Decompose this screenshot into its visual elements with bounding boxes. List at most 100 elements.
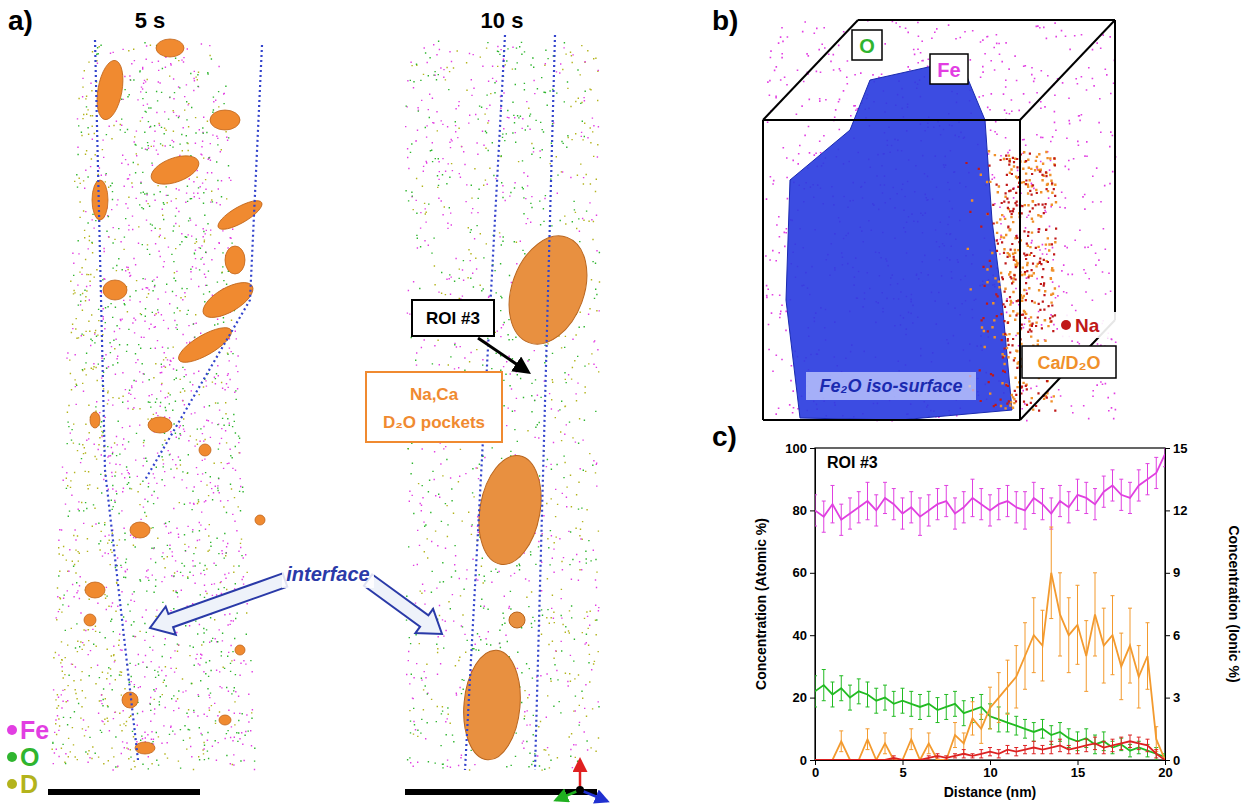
y-axis-tick-mark <box>810 635 815 636</box>
y2-axis-tick-label: 0 <box>1173 753 1180 768</box>
y-axis-tick: 40 <box>793 628 815 643</box>
panel-letter: c) <box>712 421 737 452</box>
interface-arrow <box>364 574 442 634</box>
iso-label: Fe₂O iso-surface <box>820 376 963 396</box>
legend-swatch <box>7 752 17 762</box>
y2-axis-tick-label: 3 <box>1173 690 1180 705</box>
x-axis-tick: 10 <box>983 760 997 780</box>
interface-label: interface <box>286 563 369 585</box>
x-axis-tick-label: 20 <box>1158 765 1172 780</box>
x-axis: 0 5 10 15 20 <box>812 760 1173 780</box>
roi-arrow <box>478 338 528 372</box>
x-axis-tick: 15 <box>1071 760 1085 780</box>
series-line <box>815 741 1165 760</box>
pocket <box>135 742 155 754</box>
cube-edge <box>762 120 764 420</box>
panel-time: 10 s <box>481 8 524 33</box>
y2-axis-tick: 9 <box>1165 565 1180 580</box>
pocket <box>85 582 105 598</box>
x-axis-tick: 5 <box>899 760 906 780</box>
pocket <box>225 246 245 274</box>
y-axis-tick: 80 <box>793 503 815 518</box>
y-axis-tick-label: 100 <box>785 441 807 456</box>
panel-a: a)5 s10 sROI #3Na,CaD₂O pocketsinterface… <box>7 5 607 801</box>
cube-edge <box>763 20 858 120</box>
pocket <box>174 321 236 368</box>
pocket <box>509 612 525 628</box>
pocket <box>90 412 100 428</box>
legend-swatch <box>7 725 17 735</box>
pocket <box>84 614 96 626</box>
error-bars <box>815 670 1165 760</box>
pocket <box>93 58 127 121</box>
cube-edge <box>1114 20 1116 320</box>
y-axis-tick-mark <box>810 573 815 574</box>
cube-edge <box>1019 120 1021 420</box>
y2-axis-title: Concentration (Ionic %) <box>1226 525 1242 682</box>
error-bars <box>815 448 1165 535</box>
pocket <box>471 451 549 570</box>
plot-frame <box>815 448 1165 760</box>
iso-surface <box>786 60 1012 420</box>
y2-axis-tick-mark <box>1165 448 1170 449</box>
x-axis-title: Distance (nm) <box>944 784 1037 800</box>
y-axis-tick-mark <box>810 510 815 511</box>
pocket <box>199 444 211 456</box>
y2-axis-tick-mark <box>1165 760 1170 761</box>
y2-axis-tick: 12 <box>1165 503 1187 518</box>
legend-swatch <box>1061 320 1071 330</box>
element-label: Ca/D₂O <box>1037 353 1100 373</box>
x-axis-tick-label: 5 <box>899 765 906 780</box>
series-line <box>815 454 1165 520</box>
y2-axis-tick: 6 <box>1165 628 1180 643</box>
pocket <box>147 150 202 190</box>
y2-axis-tick-mark <box>1165 510 1170 511</box>
pocket <box>148 417 172 433</box>
legend-label: Fe <box>20 716 49 744</box>
label-patch <box>806 372 976 400</box>
legend-label: D <box>20 770 38 798</box>
cube-edge <box>763 119 1020 121</box>
legend-swatch <box>7 779 17 789</box>
y-axis-tick-label: 20 <box>793 690 807 705</box>
y-axis-tick-label: 60 <box>793 565 807 580</box>
figure: a)5 s10 sROI #3Na,CaD₂O pocketsinterface… <box>0 0 1248 805</box>
error-bars <box>815 735 1165 760</box>
x-axis-tick: 0 <box>812 760 819 780</box>
pockets-box <box>366 372 502 442</box>
series-line <box>815 573 1165 760</box>
y2-axis-tick-label: 12 <box>1173 503 1187 518</box>
y-axis-tick: 100 <box>785 441 815 456</box>
pocket <box>214 196 265 235</box>
y-axis-title: Concentration (Atomic %) <box>753 518 769 690</box>
y2-axis-tick-label: 6 <box>1173 628 1180 643</box>
pocket <box>156 39 184 57</box>
y-axis-tick-label: 0 <box>800 753 807 768</box>
panel-letter: b) <box>712 5 738 36</box>
element-label: O <box>859 35 875 57</box>
interface-arrow <box>150 573 287 634</box>
y-axis-tick: 60 <box>793 565 815 580</box>
panel-time: 5 s <box>135 8 166 33</box>
axis-triad <box>556 760 607 801</box>
chart-title: ROI #3 <box>827 454 878 471</box>
y-axis-tick: 0 <box>800 753 815 768</box>
y2-axis-tick-label: 15 <box>1173 441 1187 456</box>
label-patch <box>282 562 374 588</box>
y2-axis-tick: 0 <box>1165 753 1180 768</box>
atom-cloud <box>52 45 253 771</box>
atom-cloud <box>52 42 255 770</box>
x-axis-tick-label: 0 <box>812 765 819 780</box>
y2-axis-tick-mark <box>1165 635 1170 636</box>
y2-axis-tick-mark <box>1165 698 1170 699</box>
y-axis-tick-mark <box>810 448 815 449</box>
panel-letter: a) <box>8 5 33 36</box>
pocket <box>103 280 127 300</box>
label-box <box>852 30 882 60</box>
scale-bar <box>48 789 200 795</box>
y-axis-tick-label: 80 <box>793 503 807 518</box>
y2-axis-tick: 3 <box>1165 690 1180 705</box>
y2-axis-line <box>1166 449 1171 761</box>
roi-box <box>412 300 494 336</box>
label-box <box>930 54 968 84</box>
